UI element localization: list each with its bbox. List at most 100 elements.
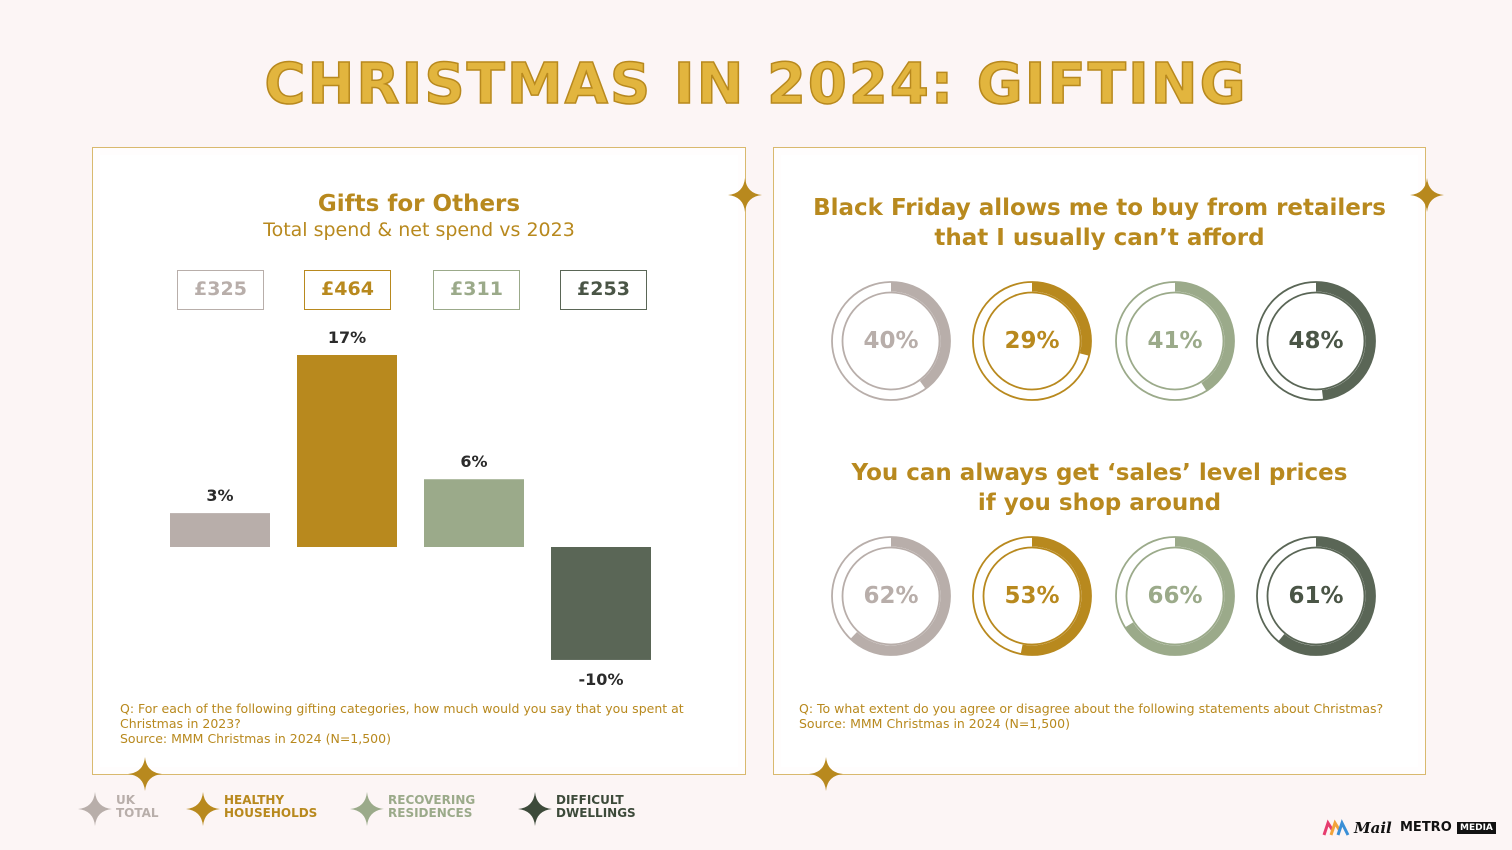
spend-box-healthy-households: £464	[304, 270, 391, 310]
statements-footnote-source: Source: MMM Christmas in 2024 (N=1,500)	[799, 716, 1070, 731]
spend-box-difficult-dwellings: £253	[560, 270, 647, 310]
donut-inner-ring	[841, 291, 941, 391]
gifts-panel-inner: Gifts for Others Total spend & net spend…	[100, 155, 738, 767]
page-title: CHRISTMAS IN 2024: GIFTING	[264, 51, 1248, 118]
donut-healthy-households: 53%	[971, 535, 1093, 657]
donut-value-label: 41%	[1147, 328, 1203, 354]
bar-value-label: 17%	[328, 328, 366, 347]
donut-ring	[1115, 281, 1235, 401]
sparkle-icon	[350, 792, 384, 826]
legend-label: DIFFICULT DWELLINGS	[556, 794, 636, 820]
donut-outer-ring	[1256, 281, 1376, 401]
donut-uk-total: 40%	[830, 280, 952, 402]
sales-prices-question: You can always get ‘sales’ level prices …	[781, 458, 1418, 518]
donut-ring	[1115, 536, 1235, 656]
donut-arc	[1116, 282, 1234, 400]
gifts-footnote-question: Q: For each of the following gifting cat…	[120, 701, 684, 731]
donut-ring	[1256, 281, 1376, 401]
sparkle-icon	[809, 757, 843, 791]
chart-title: Gifts for Others	[317, 191, 521, 217]
donut-value-label: 48%	[1288, 328, 1344, 354]
donut-ring	[972, 536, 1092, 656]
donut-arc	[1257, 282, 1375, 400]
legend-label: HEALTHY HOUSEHOLDS	[224, 794, 317, 820]
donut-ring	[972, 281, 1092, 401]
gifts-footnote-source: Source: MMM Christmas in 2024 (N=1,500)	[120, 731, 391, 746]
mail-metro-media-logo: Mail METRO MEDIA	[1322, 819, 1498, 837]
legend-label-line1: UK	[116, 793, 136, 807]
bar-value-label: 3%	[206, 486, 233, 505]
donut-inner-ring	[1266, 546, 1366, 646]
donut-value-label: 53%	[1004, 583, 1060, 609]
statements-footnote-question: Q: To what extent do you agree or disagr…	[799, 701, 1384, 716]
sparkle-icon	[128, 757, 162, 791]
donut-inner-ring	[982, 291, 1082, 391]
black-friday-question-line2: that I usually can’t afford	[934, 225, 1265, 251]
legend-recovering-residences: RECOVERING RESIDENCES	[350, 792, 500, 826]
logo-mail-text: Mail	[1354, 819, 1392, 837]
legend-label-line2: DWELLINGS	[556, 806, 636, 820]
legend-difficult-dwellings: DIFFICULT DWELLINGS	[518, 792, 668, 826]
legend-label: UK TOTAL	[116, 794, 159, 820]
donut-arc	[832, 537, 950, 655]
legend-label-line2: TOTAL	[116, 806, 159, 820]
bar-chart: 3% 17% 6% -10%	[170, 328, 651, 689]
bar-difficult-dwellings	[551, 547, 651, 660]
statements-footnote: Q: To what extent do you agree or disagr…	[799, 701, 1409, 731]
sparkle-icon	[1410, 178, 1444, 212]
sparkle-icon	[518, 792, 552, 826]
gifts-footnote: Q: For each of the following gifting cat…	[120, 701, 700, 746]
donut-value-label: 61%	[1288, 583, 1344, 609]
spend-box-uk-total: £325	[177, 270, 264, 310]
donut-difficult-dwellings: 61%	[1255, 535, 1377, 657]
statements-panel: Black Friday allows me to buy from retai…	[773, 147, 1426, 775]
black-friday-question: Black Friday allows me to buy from retai…	[781, 193, 1418, 253]
donut-arc	[1257, 537, 1375, 655]
spend-box-recovering-residences: £311	[433, 270, 520, 310]
logo-m-icon	[1322, 819, 1350, 836]
donut-inner-ring	[1125, 546, 1225, 646]
legend-label-line2: RESIDENCES	[388, 806, 473, 820]
statements-panel-inner: Black Friday allows me to buy from retai…	[781, 155, 1418, 767]
donut-outer-ring	[831, 536, 951, 656]
donut-inner-ring	[841, 546, 941, 646]
legend-label-line1: HEALTHY	[224, 793, 285, 807]
bar-value-label: -10%	[579, 670, 624, 689]
sales-prices-question-line2: if you shop around	[977, 490, 1222, 516]
donut-outer-ring	[972, 536, 1092, 656]
legend-label-line2: HOUSEHOLDS	[224, 806, 318, 820]
legend-label-line1: DIFFICULT	[556, 793, 624, 807]
donut-value-label: 29%	[1004, 328, 1060, 354]
donut-inner-ring	[1125, 291, 1225, 391]
bar-recovering-residences	[424, 479, 524, 547]
black-friday-question-line1: Black Friday allows me to buy from retai…	[813, 195, 1386, 221]
donut-arc	[973, 282, 1091, 400]
donut-arc	[973, 537, 1091, 655]
donut-value-label: 66%	[1147, 583, 1203, 609]
donut-recovering-residences: 66%	[1114, 535, 1236, 657]
donut-outer-ring	[972, 281, 1092, 401]
legend-healthy-households: HEALTHY HOUSEHOLDS	[186, 792, 336, 826]
donut-healthy-households: 29%	[971, 280, 1093, 402]
donut-outer-ring	[1115, 536, 1235, 656]
sales-prices-question-line1: You can always get ‘sales’ level prices	[851, 460, 1348, 486]
bar-healthy-households	[297, 355, 397, 547]
donut-outer-ring	[831, 281, 951, 401]
bar-uk-total	[170, 513, 270, 547]
bar-value-label: 6%	[460, 452, 487, 471]
sparkle-icon	[186, 792, 220, 826]
donut-value-label: 62%	[863, 583, 919, 609]
donut-outer-ring	[1115, 281, 1235, 401]
logo-media-text: MEDIA	[1457, 822, 1496, 834]
donut-ring	[831, 536, 951, 656]
donut-arc	[1116, 537, 1234, 655]
donut-outer-ring	[1256, 536, 1376, 656]
gifts-panel: Gifts for Others Total spend & net spend…	[92, 147, 746, 775]
legend-label-line1: RECOVERING	[388, 793, 476, 807]
logo-metro-text: METRO	[1400, 820, 1452, 835]
legend-label: RECOVERING RESIDENCES	[388, 794, 475, 820]
donut-inner-ring	[1266, 291, 1366, 391]
legend-uk-total: UK TOTAL	[78, 792, 178, 826]
donut-arc	[832, 282, 950, 400]
donut-difficult-dwellings: 48%	[1255, 280, 1377, 402]
